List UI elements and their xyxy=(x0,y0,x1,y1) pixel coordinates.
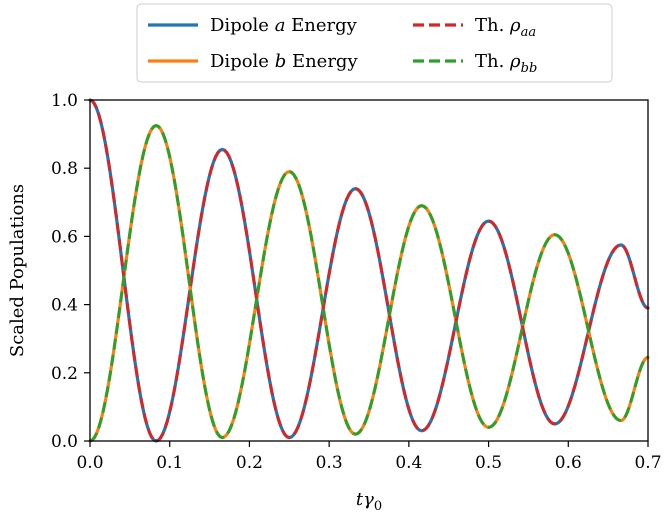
y-tick-label: 1.0 xyxy=(51,91,78,111)
x-tick-label: 0.1 xyxy=(156,453,183,473)
y-axis-ticks: 0.0 0.2 0.4 0.6 0.8 1.0 xyxy=(51,91,90,452)
x-tick-label: 0.2 xyxy=(236,453,263,473)
x-axis-label: tγ0 xyxy=(356,489,382,514)
legend-label: Dipole b Energy xyxy=(210,51,358,72)
x-tick-label: 0.4 xyxy=(395,453,422,473)
y-tick-label: 0.4 xyxy=(51,296,78,316)
y-tick-label: 0.2 xyxy=(51,364,78,384)
legend-label: Dipole a Energy xyxy=(210,15,358,36)
legend-label: Th. ρaa xyxy=(475,15,536,40)
legend-label: Th. ρbb xyxy=(475,51,537,76)
x-tick-label: 0.7 xyxy=(634,453,661,473)
x-axis-ticks: 0.0 0.1 0.2 0.3 0.4 0.5 0.6 0.7 xyxy=(76,441,662,473)
x-tick-label: 0.6 xyxy=(555,453,582,473)
y-tick-label: 0.6 xyxy=(51,227,78,247)
y-tick-label: 0.0 xyxy=(51,432,78,452)
legend-box xyxy=(136,3,613,83)
x-tick-label: 0.3 xyxy=(316,453,343,473)
legend: Dipole a Energy Dipole b Energy Th. ρaa Th.… xyxy=(136,3,613,83)
plot-lines xyxy=(88,98,650,443)
plot-frame xyxy=(89,99,649,442)
x-tick-label: 0.5 xyxy=(475,453,502,473)
y-tick-label: 0.8 xyxy=(51,159,78,179)
series-line-4 xyxy=(89,124,649,443)
x-tick-label: 0.0 xyxy=(76,453,103,473)
series-line-3 xyxy=(89,98,649,443)
y-axis-label: Scaled Populations xyxy=(7,184,28,357)
